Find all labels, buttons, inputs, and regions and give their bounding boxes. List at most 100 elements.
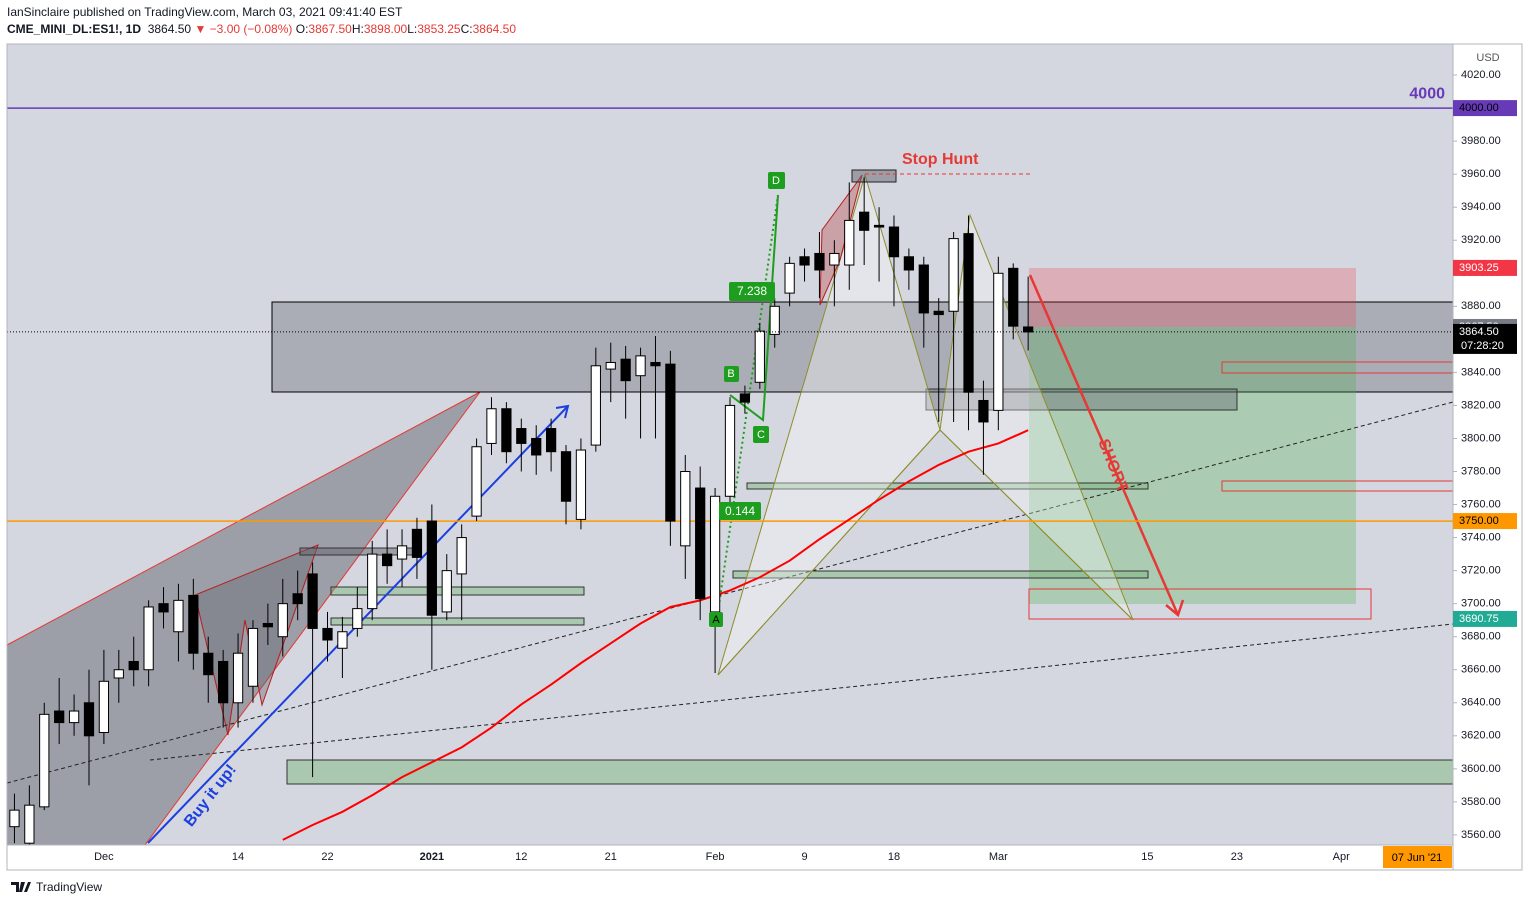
ohlc: O:3867.50H:3898.00L:3853.25C:3864.50 — [296, 22, 516, 36]
y-tick-label: 3920.00 — [1461, 234, 1501, 246]
candle-body — [963, 233, 974, 393]
zone — [271, 301, 1453, 393]
candle-body — [531, 437, 542, 456]
candle-body — [739, 393, 751, 403]
x-tick-label: 2021 — [420, 851, 444, 863]
candle-body — [695, 487, 706, 600]
last: 3864.50 — [147, 22, 192, 36]
zone — [732, 570, 1149, 579]
candle-body — [844, 219, 855, 266]
y-tick-label: 3600.00 — [1461, 763, 1501, 775]
y-tick-label: 3840.00 — [1461, 366, 1501, 378]
candle-body — [993, 272, 1004, 411]
stop-zone — [1029, 268, 1356, 327]
x-tick-label: Dec — [94, 851, 114, 863]
symbol-line: CME_MINI_DL:ES1!, 1D 3864.50 ▼ −3.00 (−0… — [7, 22, 516, 36]
y-tick-label: 3720.00 — [1461, 565, 1501, 577]
zone — [330, 586, 585, 596]
candle-body — [143, 606, 154, 671]
y-tick-label: 3760.00 — [1461, 498, 1501, 510]
ohlc-value: 3867.50 — [308, 22, 352, 36]
buy-arrow-head — [555, 404, 570, 419]
candle-body — [203, 652, 214, 676]
box — [1221, 361, 1453, 374]
brand: TradingView — [36, 880, 103, 894]
ohlc-value: 3853.25 — [417, 22, 461, 36]
candle-body — [158, 603, 169, 613]
time-axis-bg — [7, 845, 1453, 870]
price-tag: 3690.75 — [1459, 613, 1499, 625]
candle-body — [486, 408, 497, 444]
harmonic — [717, 429, 1134, 676]
candle-body — [873, 224, 885, 228]
candle-body — [292, 593, 303, 605]
candle-body — [1008, 267, 1019, 327]
candle-body — [903, 256, 915, 271]
x-tick-label: Feb — [706, 851, 725, 863]
xabcd — [717, 194, 779, 613]
x-tick-label: 9 — [801, 851, 807, 863]
ohlc-value: 3864.50 — [472, 22, 516, 36]
zone — [746, 482, 1149, 490]
trendline — [149, 623, 1453, 761]
candle-body — [769, 305, 780, 335]
wedge — [7, 392, 480, 845]
price-tag-bg — [1453, 100, 1517, 117]
note: Stop Hunt — [902, 151, 979, 168]
y-tick-label: 3700.00 — [1461, 598, 1501, 610]
candle-body — [24, 804, 35, 844]
candle-body — [888, 226, 900, 258]
xabcd — [729, 194, 779, 422]
candle-body — [218, 660, 229, 704]
x-tick-label: 14 — [232, 851, 244, 863]
price-tag: 3750.00 — [1459, 515, 1499, 527]
zone — [925, 388, 1238, 411]
y-tick-label: 3560.00 — [1461, 829, 1501, 841]
candle-body — [724, 404, 736, 497]
candle-body — [68, 710, 80, 724]
candle-body — [456, 537, 467, 575]
candle-body — [277, 603, 288, 638]
pt-badge — [724, 366, 739, 382]
candle-body — [322, 627, 333, 641]
candle-body — [367, 553, 378, 610]
candle-body — [933, 310, 944, 316]
candle-body — [128, 660, 139, 671]
ratio-badge — [729, 282, 775, 301]
price-tag-bg — [1453, 259, 1517, 276]
candle-body — [396, 545, 408, 560]
candle-body — [978, 399, 989, 423]
candle-body — [113, 669, 124, 679]
candle-body — [680, 471, 691, 547]
price-tag-bg — [1453, 610, 1517, 627]
y-tick-label: 3640.00 — [1461, 697, 1501, 709]
candle-body — [590, 365, 601, 446]
candle-body — [307, 573, 318, 629]
x-tick-label: 15 — [1141, 851, 1153, 863]
time-tag: 07 Jun '21 — [1392, 852, 1442, 864]
trendline — [7, 401, 1453, 784]
candle-body — [352, 608, 363, 629]
price-tag: 3903.25 — [1459, 262, 1499, 274]
box — [1028, 588, 1372, 620]
pt-label: A — [712, 614, 720, 626]
x-tick-label: 18 — [888, 851, 900, 863]
candle-body — [560, 451, 572, 502]
countdown: 07:28:20 — [1461, 340, 1504, 352]
ohlc-label: L: — [407, 22, 418, 36]
x-tick-label: 23 — [1231, 851, 1243, 863]
price-tag: 4000.00 — [1459, 102, 1499, 114]
y-tick-label: 3820.00 — [1461, 399, 1501, 411]
candle-body — [650, 361, 661, 367]
x-tick-label: Apr — [1333, 851, 1350, 863]
ohlc-label: H: — [351, 22, 364, 36]
footer: TradingView — [10, 880, 102, 894]
candle-body — [382, 553, 393, 567]
short-arrow-head — [1165, 599, 1185, 618]
y-tick-label: 4020.00 — [1461, 69, 1501, 81]
y-tick-label: 3620.00 — [1461, 730, 1501, 742]
y-tick-label: 3740.00 — [1461, 531, 1501, 543]
x-tick-label: 21 — [605, 851, 617, 863]
candle-body — [545, 428, 557, 453]
